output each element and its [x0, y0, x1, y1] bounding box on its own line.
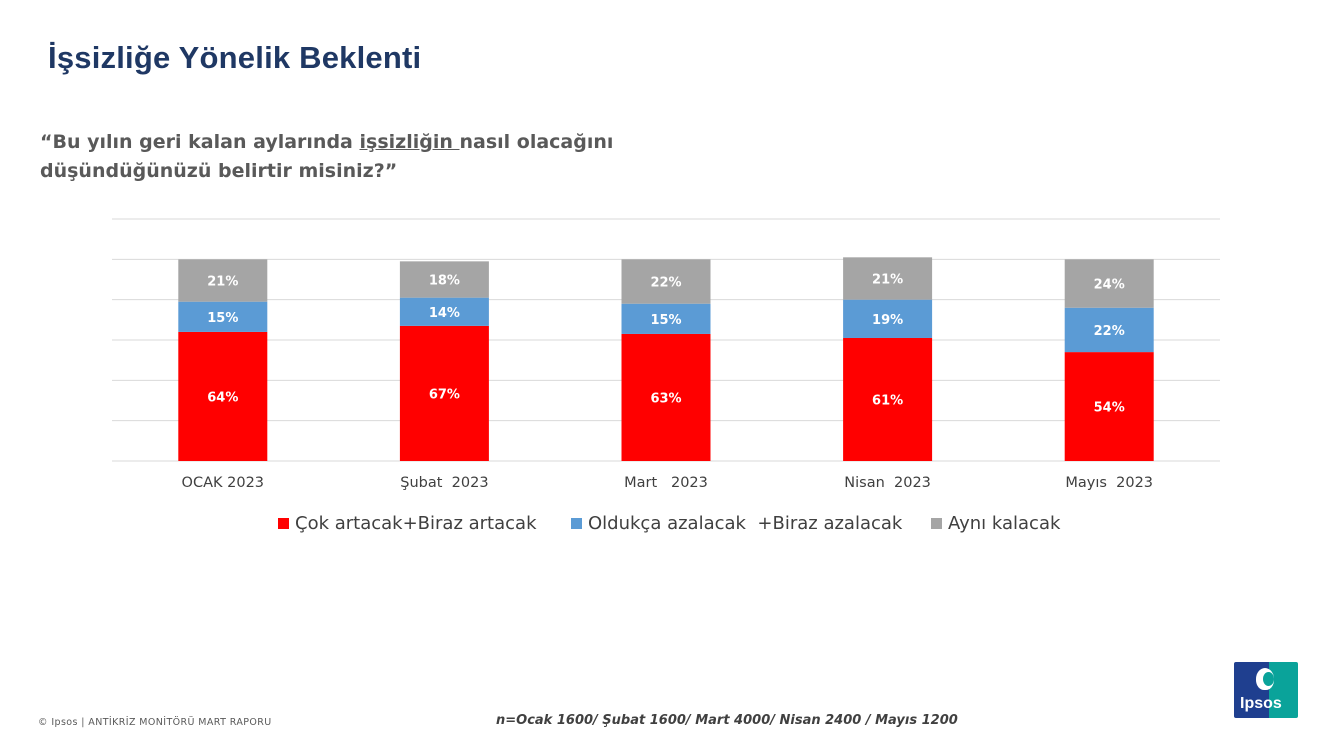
legend-swatch [278, 518, 289, 529]
data-label: 64% [207, 390, 238, 405]
bar-segment [621, 259, 711, 304]
bar-segment [178, 331, 268, 461]
data-label: 14% [429, 306, 460, 321]
bar-segment [399, 325, 489, 461]
bar-segment [621, 303, 711, 334]
legend-label: Aynı kalacak [948, 513, 1061, 534]
data-label: 15% [207, 311, 238, 326]
ipsos-logo: Ipsos [1234, 662, 1298, 718]
bar-segment [178, 259, 268, 302]
bar-segment [843, 299, 933, 338]
bar-segment [178, 301, 268, 332]
data-label: 19% [872, 313, 903, 328]
sample-size-note: n=Ocak 1600/ Şubat 1600/ Mart 4000/ Nisa… [496, 713, 958, 728]
legend-swatch [571, 518, 582, 529]
survey-question: “Bu yılın geri kalan aylarında işsizliği… [40, 128, 660, 186]
question-text-end: nasıl olacağını düşündüğünüzü belirtir m… [40, 131, 614, 182]
x-axis-labels: OCAK 2023 Şubat 2023 Mart 2023 Nisan 2023 Ma… [182, 475, 1153, 491]
x-tick-label: Mayıs 2023 [1065, 475, 1153, 491]
ipsos-logo-text: Ipsos [1240, 695, 1282, 712]
legend-swatch [931, 518, 942, 529]
page-title: İşsizliğe Yönelik Beklenti [48, 40, 422, 75]
data-label: 63% [650, 391, 681, 406]
question-text-underlined: işsizliğin [359, 131, 460, 153]
bar-segment [1064, 307, 1154, 353]
bar-segment [399, 261, 489, 298]
data-label: 18% [429, 274, 460, 289]
legend-label: Oldukça azalacak +Biraz azalacak [588, 513, 903, 534]
bar-segment [621, 333, 711, 461]
data-label: 15% [650, 313, 681, 328]
x-tick-label: Şubat 2023 [400, 475, 488, 491]
data-label: 21% [207, 275, 238, 290]
data-label: 67% [429, 387, 460, 402]
data-label: 61% [872, 393, 903, 408]
bar-segment [843, 257, 933, 300]
x-tick-label: OCAK 2023 [182, 475, 264, 491]
data-label: 24% [1094, 278, 1125, 293]
legend-label: Çok artacak+Biraz artacak [295, 513, 537, 534]
stacked-bar-chart: 64% 15% 21% 67% 14% 18% 63% 15% 22% 61% 19% 21% 54% 2… [112, 218, 1220, 534]
chart-legend: Çok artacak+Biraz artacak Oldukça azalaca… [278, 513, 1061, 534]
x-tick-label: Mart 2023 [624, 475, 708, 491]
data-label: 22% [650, 276, 681, 291]
bar-segment [1064, 259, 1154, 308]
ipsos-logo-mark [1256, 668, 1274, 690]
footer-copyright: © Ipsos | ANTİKRİZ MONİTÖRÜ MART RAPORU [38, 717, 272, 728]
data-label: 21% [872, 272, 903, 287]
data-label: 22% [1094, 324, 1125, 339]
chart-bars: 64% 15% 21% 67% 14% 18% 63% 15% 22% 61% 19% 21% 54% 2… [178, 257, 1154, 461]
x-tick-label: Nisan 2023 [844, 475, 931, 491]
bar-segment [399, 297, 489, 326]
bar-segment [1064, 352, 1154, 461]
bar-segment [843, 337, 933, 461]
question-text-start: “Bu yılın geri kalan aylarında [40, 131, 360, 153]
data-label: 54% [1094, 401, 1125, 416]
